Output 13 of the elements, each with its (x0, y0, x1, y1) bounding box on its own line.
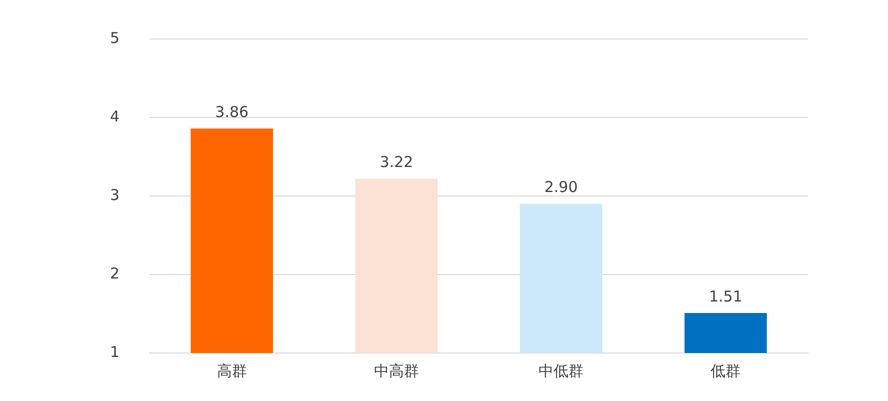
x-tick-label: 高群 (216, 362, 247, 380)
x-tick-label: 中低群 (538, 362, 584, 380)
data-label: 2.90 (544, 178, 578, 196)
y-tick-label: 2 (110, 264, 120, 282)
x-tick-label: 低群 (710, 362, 741, 380)
y-tick-label: 1 (110, 342, 120, 361)
data-label: 3.86 (215, 102, 249, 121)
y-tick-label: 4 (110, 107, 120, 126)
data-label: 1.51 (708, 287, 742, 306)
y-tick-label: 3 (110, 186, 120, 204)
data-label: 3.22 (380, 153, 414, 172)
x-tick-label: 中高群 (374, 362, 419, 380)
y-tick-label: 5 (110, 28, 120, 47)
